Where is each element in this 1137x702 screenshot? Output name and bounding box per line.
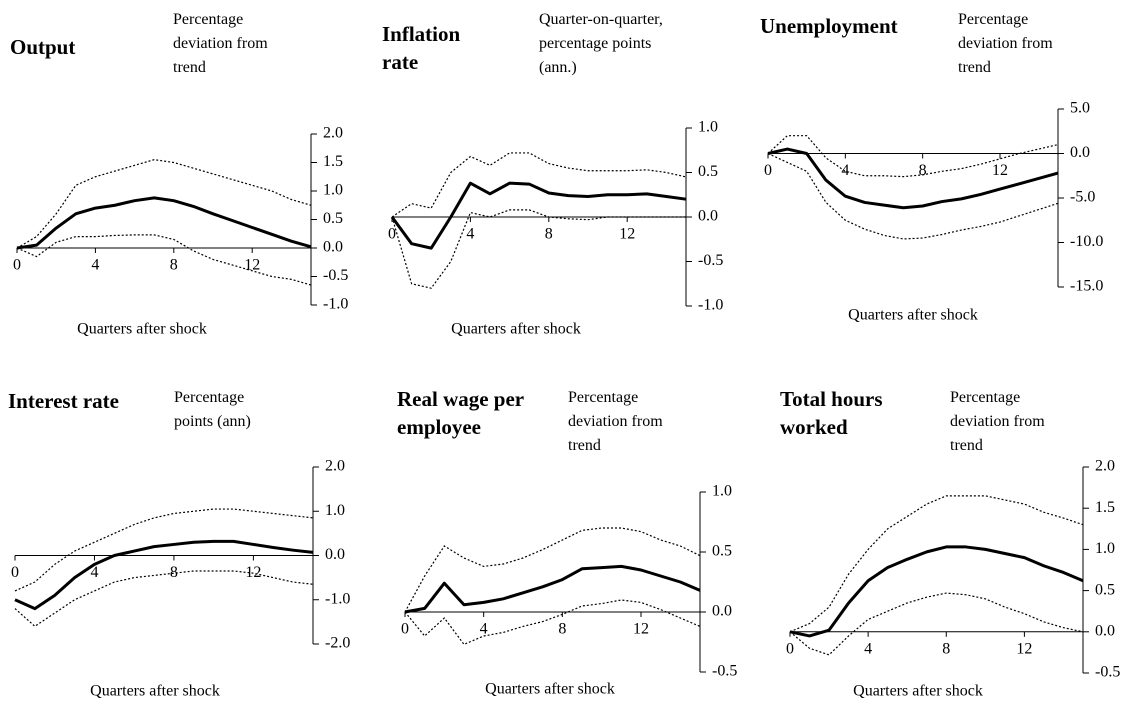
chart-title: Inflation rate [382,22,461,74]
band-line [16,234,312,286]
band-line [391,152,687,218]
x-tick-label: 0 [388,226,396,243]
band-line [404,599,701,646]
y-tick-label: 0.0 [325,546,345,563]
chart-subtitle: Quarter-on-quarter, percentage points (a… [539,11,663,76]
x-tick-label: 8 [170,564,178,581]
x-tick-label: 12 [992,162,1008,179]
x-axis-label: Quarters after shock [848,307,978,324]
y-tick-label: -0.5 [698,252,723,269]
band-line [404,527,701,613]
x-axis-label: Quarters after shock [90,683,220,700]
x-axis-label: Quarters after shock [485,681,615,698]
x-tick-label: 4 [480,621,488,638]
band-line [391,209,686,289]
x-tick-label: 4 [466,226,474,243]
x-tick-label: 0 [786,640,794,657]
x-tick-label: 4 [864,640,872,657]
band-line [14,570,314,628]
y-tick-label: -2.0 [325,635,350,652]
chart-subtitle: Percentage deviation from trend [950,389,1045,454]
y-tick-label: 0.5 [712,543,732,560]
x-tick-label: 0 [401,621,409,638]
x-tick-label: 12 [1016,640,1032,657]
y-tick-label: -1.0 [698,297,723,314]
y-tick-label: 0.5 [1095,581,1115,598]
band-line [767,152,1059,240]
band-line [789,495,1084,633]
band-line [16,159,312,249]
y-tick-label: 0.0 [698,208,718,225]
y-tick-label: 2.0 [1095,458,1115,475]
y-tick-label: -1.0 [323,296,348,313]
x-tick-label: 8 [545,226,553,243]
chart-subtitle: Percentage deviation from trend [958,11,1053,76]
x-tick-label: 12 [619,226,635,243]
band-line [767,135,1059,178]
x-tick-label: 8 [942,640,950,657]
y-tick-label: 0.0 [323,239,343,256]
x-tick-label: 12 [633,621,649,638]
y-tick-label: -0.5 [712,663,737,680]
y-tick-label: -1.0 [325,590,350,607]
response-line [16,196,312,250]
y-tick-label: 1.5 [323,153,343,170]
x-tick-label: 0 [13,257,21,274]
y-tick-label: 1.0 [698,119,718,136]
chart-subtitle: Percentage deviation from trend [568,389,663,454]
chart-title: Interest rate [8,389,119,413]
y-tick-label: -0.5 [323,267,348,284]
x-tick-label: 4 [90,564,98,581]
chart-title: Total hours worked [780,387,883,439]
y-tick-label: 2.0 [325,458,345,475]
y-tick-label: 2.0 [323,125,343,142]
x-tick-label: 0 [11,564,19,581]
response-line [390,181,687,250]
y-tick-label: 1.0 [1095,540,1115,557]
x-tick-label: 8 [558,621,566,638]
y-tick-label: 0.0 [1070,144,1090,161]
y-tick-label: 1.0 [323,182,343,199]
response-line [14,539,314,611]
response-line [789,545,1084,638]
x-tick-label: 8 [919,162,927,179]
y-tick-label: 0.0 [1095,622,1115,639]
x-tick-label: 4 [91,257,99,274]
y-tick-label: 5.0 [1070,100,1090,117]
chart-title: Output [10,35,76,59]
y-tick-label: 1.5 [1095,499,1115,516]
response-line [767,147,1059,210]
x-tick-label: 0 [764,162,772,179]
band-line [789,592,1084,656]
y-tick-label: -10.0 [1070,233,1103,250]
x-tick-label: 4 [841,162,849,179]
y-tick-label: -5.0 [1070,189,1095,206]
x-tick-label: 8 [170,257,178,274]
band-line [14,508,314,592]
y-tick-label: 1.0 [712,483,732,500]
x-axis-label: Quarters after shock [451,321,581,338]
y-tick-label: 1.0 [325,502,345,519]
y-tick-label: 0.5 [698,163,718,180]
chart-title: Real wage per employee [397,387,524,439]
y-tick-label: 0.0 [712,603,732,620]
y-tick-label: -0.5 [1095,664,1120,681]
response-line [404,564,701,614]
chart-subtitle: Percentage points (ann) [174,389,251,430]
chart-title: Unemployment [760,14,898,38]
x-axis-label: Quarters after shock [77,321,207,338]
y-tick-label: -15.0 [1070,278,1103,295]
chart-subtitle: Percentage deviation from trend [173,11,268,76]
x-axis-label: Quarters after shock [853,683,983,700]
y-tick-label: 0.5 [323,210,343,227]
